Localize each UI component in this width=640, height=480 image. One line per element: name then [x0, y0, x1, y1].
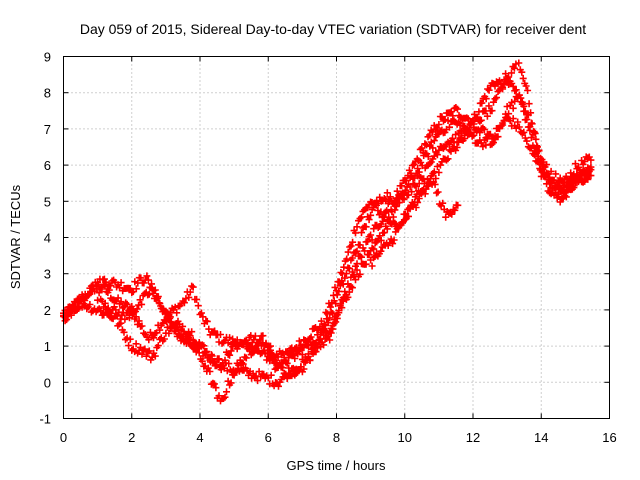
y-tick-label: 6: [44, 158, 51, 173]
x-axis-ticks: 0 2 4 6 8 10 12 14 16: [60, 56, 617, 445]
y-tick-label: 8: [44, 86, 51, 101]
y-axis-label: SDTVAR / TECUs: [8, 184, 23, 289]
x-axis-label: GPS time / hours: [287, 458, 386, 473]
y-tick-label: 3: [44, 267, 51, 282]
x-tick-label: 12: [466, 430, 480, 445]
series-track-4: [94, 70, 595, 405]
chart-title: Day 059 of 2015, Sidereal Day-to-day VTE…: [80, 21, 586, 37]
y-tick-label: 9: [44, 50, 51, 65]
y-tick-label: 5: [44, 194, 51, 209]
data-points: [60, 59, 595, 405]
x-tick-label: 4: [196, 430, 203, 445]
x-tick-label: 0: [60, 430, 67, 445]
series-track-5: [367, 175, 462, 270]
data-point-marks: [94, 70, 595, 405]
y-tick-label: 1: [44, 339, 51, 354]
x-tick-label: 14: [534, 430, 548, 445]
x-tick-label: 10: [398, 430, 412, 445]
series-track-3: [60, 113, 595, 370]
y-axis-ticks: -1 0 1 2 3 4 5 6 7 8 9: [39, 50, 610, 427]
x-tick-label: 16: [602, 430, 616, 445]
x-tick-label: 6: [265, 430, 272, 445]
y-tick-label: 2: [44, 303, 51, 318]
y-tick-label: 7: [44, 122, 51, 137]
x-tick-label: 2: [128, 430, 135, 445]
data-point-marks: [60, 113, 595, 370]
y-tick-label: 4: [44, 231, 51, 246]
y-tick-label: -1: [39, 412, 51, 427]
y-tick-label: 0: [44, 375, 51, 390]
plot-frame: [63, 56, 610, 419]
x-tick-label: 8: [333, 430, 340, 445]
data-point-marks: [367, 175, 462, 270]
